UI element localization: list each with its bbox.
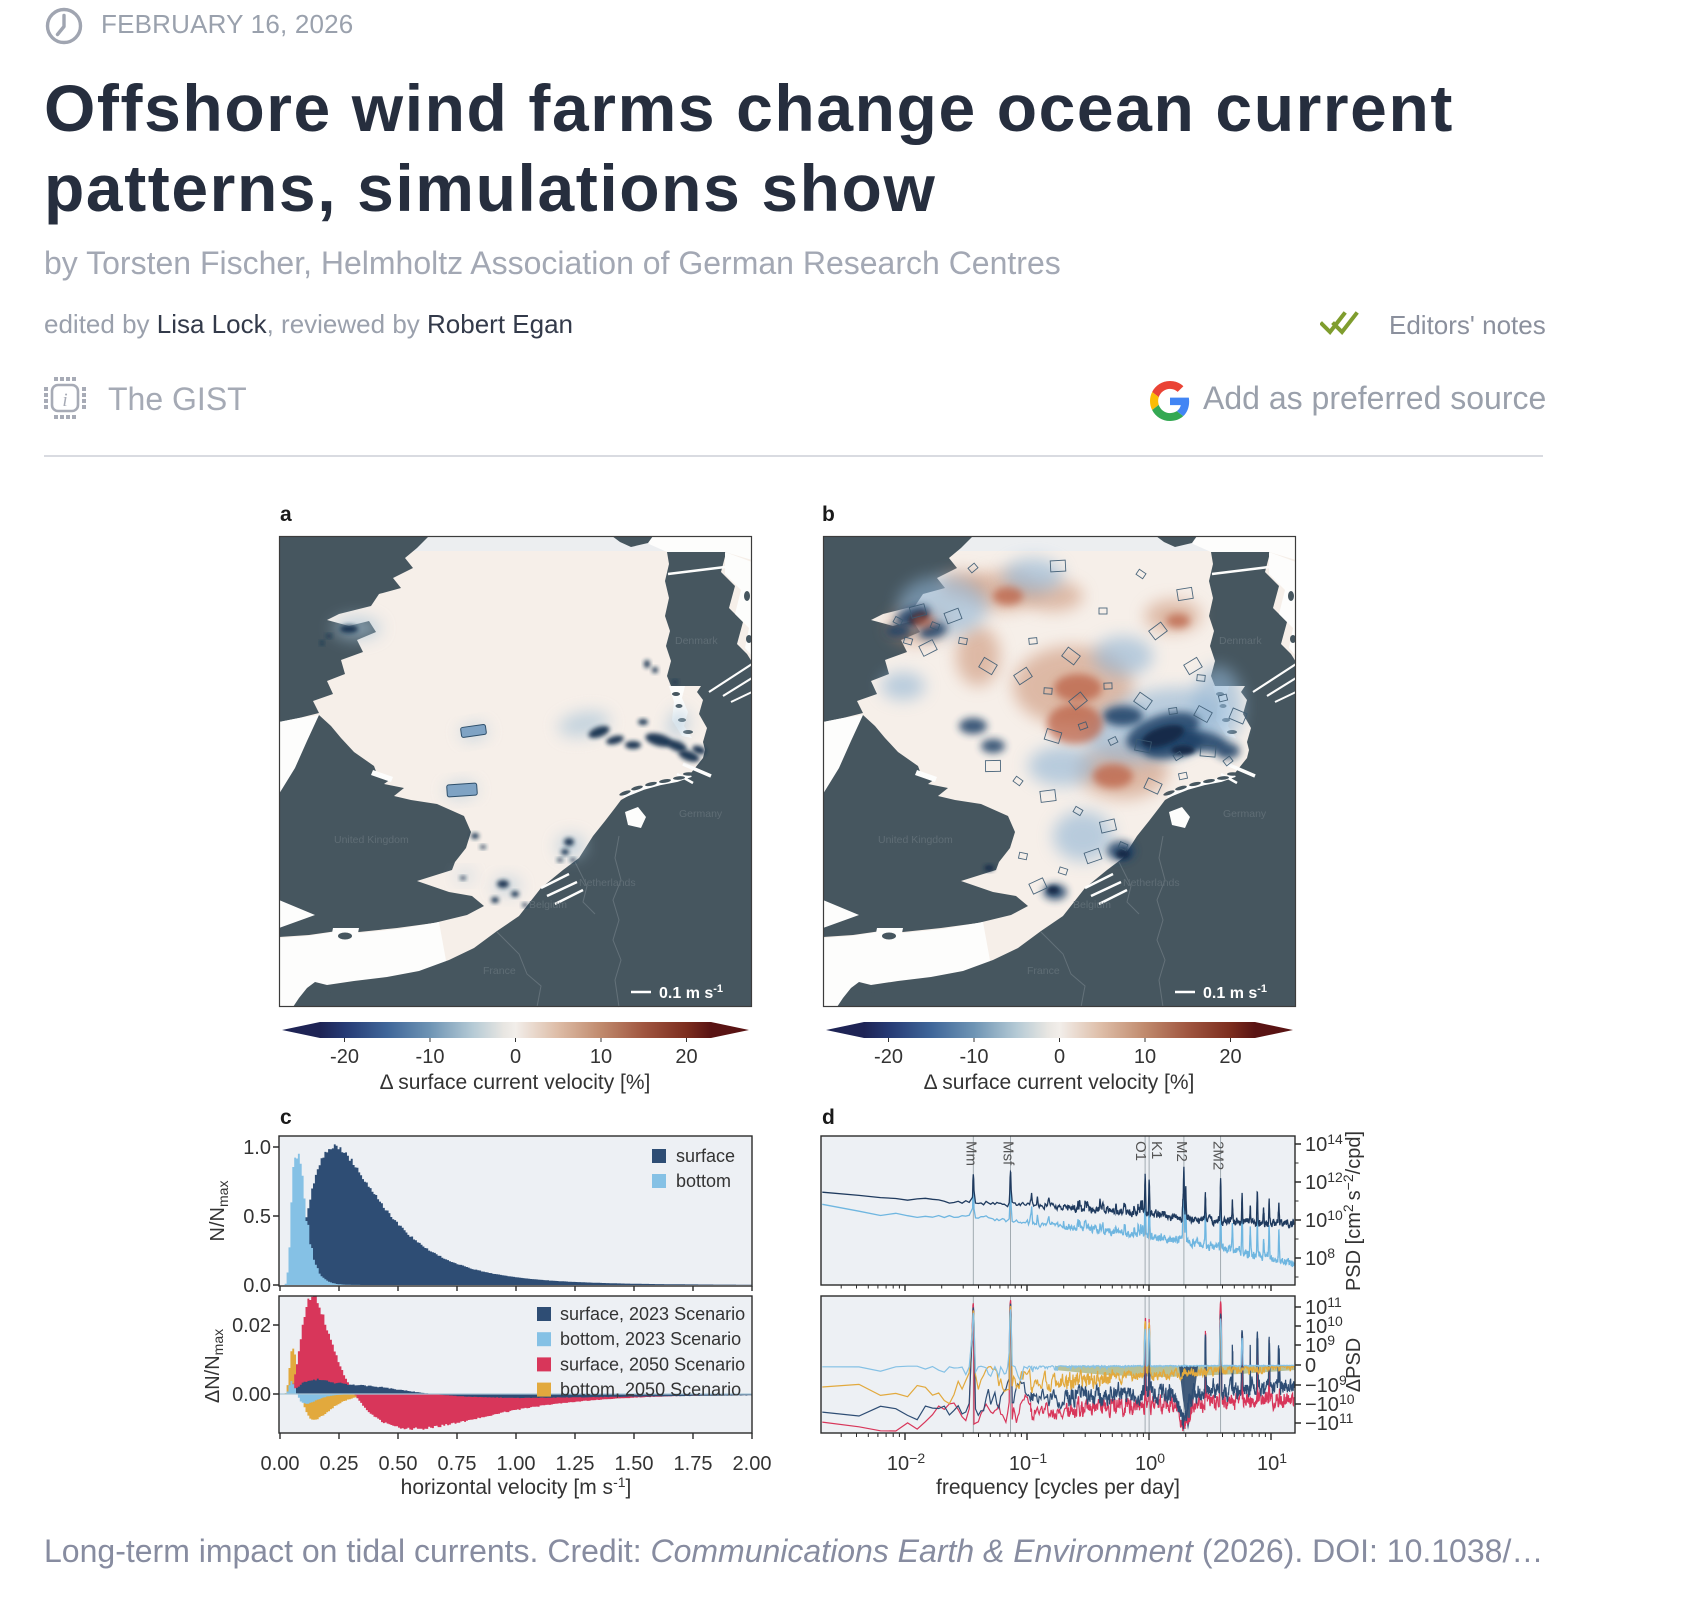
svg-text:N/Nmax: N/Nmax	[207, 1181, 231, 1242]
svg-text:0: 0	[1305, 1355, 1316, 1377]
svg-text:frequency [cycles per day]: frequency [cycles per day]	[936, 1476, 1180, 1499]
svg-text:0.25: 0.25	[320, 1453, 359, 1475]
svg-text:i: i	[62, 390, 67, 411]
svg-text:bottom, 2050 Scenario: bottom, 2050 Scenario	[560, 1380, 741, 1400]
svg-text:PSD [cm2 s−2/cpd]: PSD [cm2 s−2/cpd]	[1340, 1131, 1365, 1291]
svg-text:horizontal velocity [m s-1]: horizontal velocity [m s-1]	[401, 1474, 632, 1499]
svg-text:1.0: 1.0	[243, 1137, 271, 1159]
svg-text:0.00: 0.00	[232, 1384, 271, 1406]
svg-text:−109: −109	[1305, 1372, 1347, 1397]
svg-text:-20: -20	[330, 1046, 359, 1068]
svg-text:M2: M2	[1173, 1141, 1190, 1162]
svg-text:1011: 1011	[1305, 1294, 1342, 1319]
svg-text:1012: 1012	[1305, 1169, 1343, 1194]
svg-text:Δ surface current velocity [%]: Δ surface current velocity [%]	[924, 1071, 1195, 1094]
svg-text:-20: -20	[874, 1046, 903, 1068]
svg-text:0.1 m s-1: 0.1 m s-1	[659, 983, 723, 1002]
svg-text:Δ surface current velocity [%]: Δ surface current velocity [%]	[380, 1071, 651, 1094]
svg-text:10: 10	[1134, 1046, 1156, 1068]
svg-text:10: 10	[590, 1046, 612, 1068]
svg-text:0.50: 0.50	[379, 1453, 418, 1475]
svg-text:2M2: 2M2	[1210, 1141, 1227, 1170]
svg-text:1010: 1010	[1305, 1207, 1343, 1232]
svg-text:surface, 2023 Scenario: surface, 2023 Scenario	[560, 1304, 745, 1324]
svg-text:surface: surface	[676, 1146, 735, 1166]
svg-text:10−1: 10−1	[1009, 1450, 1047, 1475]
svg-text:Msf: Msf	[1000, 1141, 1017, 1166]
svg-text:O1: O1	[1132, 1141, 1149, 1161]
svg-text:101: 101	[1257, 1450, 1287, 1475]
svg-text:1010: 1010	[1305, 1313, 1343, 1338]
svg-text:a: a	[280, 503, 292, 526]
svg-text:b: b	[822, 503, 835, 526]
svg-text:0.1 m s-1: 0.1 m s-1	[1203, 983, 1267, 1002]
svg-text:bottom: bottom	[676, 1171, 731, 1191]
svg-text:−1011: −1011	[1305, 1410, 1354, 1435]
svg-text:108: 108	[1305, 1245, 1335, 1270]
svg-text:0.75: 0.75	[438, 1453, 477, 1475]
svg-text:0.0: 0.0	[243, 1275, 271, 1297]
svg-text:0: 0	[510, 1046, 521, 1068]
svg-text:100: 100	[1135, 1450, 1165, 1475]
svg-text:-10: -10	[416, 1046, 445, 1068]
svg-text:Mm: Mm	[962, 1141, 979, 1166]
svg-text:1.00: 1.00	[497, 1453, 536, 1475]
svg-text:-10: -10	[960, 1046, 989, 1068]
svg-text:20: 20	[1219, 1046, 1241, 1068]
svg-text:c: c	[280, 1106, 292, 1129]
svg-text:K1: K1	[1148, 1141, 1165, 1159]
svg-text:1.75: 1.75	[674, 1453, 713, 1475]
svg-text:10−2: 10−2	[887, 1450, 925, 1475]
svg-text:1014: 1014	[1305, 1131, 1343, 1156]
svg-text:surface, 2050 Scenario: surface, 2050 Scenario	[560, 1354, 745, 1374]
svg-text:−1010: −1010	[1305, 1391, 1355, 1416]
svg-text:20: 20	[675, 1046, 697, 1068]
svg-text:1.25: 1.25	[556, 1453, 595, 1475]
svg-text:0: 0	[1054, 1046, 1065, 1068]
svg-text:ΔPSD: ΔPSD	[1343, 1338, 1365, 1392]
svg-text:0.02: 0.02	[232, 1315, 271, 1337]
svg-text:109: 109	[1305, 1332, 1335, 1357]
svg-text:0.5: 0.5	[243, 1206, 271, 1228]
svg-text:1.50: 1.50	[615, 1453, 654, 1475]
svg-text:bottom, 2023 Scenario: bottom, 2023 Scenario	[560, 1329, 741, 1349]
svg-text:0.00: 0.00	[261, 1453, 300, 1475]
svg-text:2.00: 2.00	[733, 1453, 772, 1475]
svg-text:ΔN/Nmax: ΔN/Nmax	[202, 1329, 226, 1403]
svg-text:d: d	[822, 1106, 835, 1129]
